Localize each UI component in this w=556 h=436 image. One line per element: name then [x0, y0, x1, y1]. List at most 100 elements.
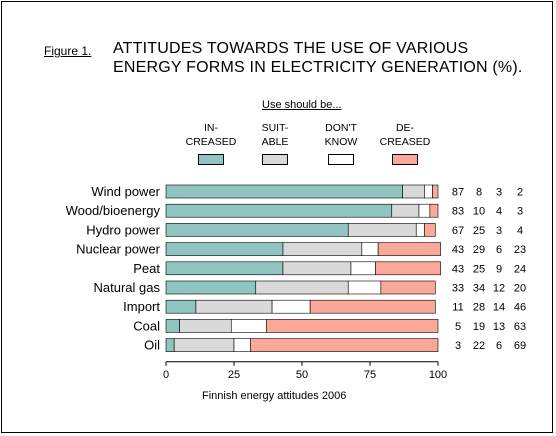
bar-natural-gas-dont-know — [347, 280, 382, 295]
value-label-oil-dont-know: 6 — [496, 340, 502, 352]
value-label-natural-gas-increased: 33 — [452, 283, 464, 295]
legend-label-decreased-line-1: DE- — [395, 122, 415, 134]
bar-peat-suitable — [282, 261, 352, 276]
legend-label-dont-know-line-2: KNOW — [324, 136, 358, 148]
value-label-hydro-power-decreased: 4 — [517, 225, 523, 237]
value-label-peat-dont-know: 9 — [496, 263, 502, 275]
bar-oil-suitable — [173, 338, 235, 352]
value-label-import-increased: 11 — [452, 302, 463, 314]
bar-natural-gas-suitable — [255, 280, 349, 295]
legend-swatch-decreased — [392, 154, 418, 165]
category-label-hydro-power: Hydro power — [86, 222, 160, 237]
bar-hydro-power-suitable — [347, 223, 417, 237]
legend-label-increased-line-2: CREASED — [185, 136, 237, 148]
value-label-wind-power-increased: 87 — [452, 187, 464, 199]
category-label-wood-bioenergy: Wood/bioenergy — [66, 203, 161, 218]
bar-oil-decreased — [250, 338, 439, 352]
bar-wood-bioenergy-suitable — [391, 203, 420, 218]
bar-nuclear-power-increased — [165, 242, 284, 256]
bar-hydro-power-dont-know — [415, 223, 425, 237]
value-label-hydro-power-increased: 67 — [452, 225, 464, 237]
legend-label-suitable-line-1: SUIT- — [261, 122, 289, 134]
value-label-oil-increased: 3 — [455, 340, 461, 352]
legend-item-dont-know: DON'T KNOW — [306, 121, 376, 165]
legend-label-increased-line-1: IN- — [204, 122, 218, 134]
value-label-peat-decreased: 24 — [514, 263, 526, 275]
value-label-natural-gas-decreased: 20 — [514, 283, 526, 295]
legend-swatch-increased — [198, 154, 224, 165]
value-label-coal-suitable: 19 — [473, 321, 485, 333]
value-label-wind-power-decreased: 2 — [517, 187, 523, 199]
category-label-coal: Coal — [133, 318, 160, 333]
bar-peat-dont-know — [350, 261, 376, 276]
value-label-natural-gas-suitable: 34 — [473, 283, 485, 295]
category-label-wind-power: Wind power — [91, 184, 160, 199]
value-label-wood-bioenergy-increased: 83 — [452, 206, 464, 218]
legend-swatch-suitable — [262, 154, 288, 165]
value-label-wind-power-dont-know: 3 — [496, 187, 502, 199]
legend-label-dont-know-line-1: DON'T — [325, 122, 357, 134]
bar-natural-gas-decreased — [380, 280, 436, 295]
chart-title-line-2: ENERGY FORMS IN ELECTRICITY GENERATION (… — [113, 59, 523, 76]
bar-natural-gas-increased — [165, 280, 257, 295]
value-label-wood-bioenergy-suitable: 10 — [473, 206, 485, 218]
bar-nuclear-power-dont-know — [361, 242, 379, 256]
figure-label: Figure 1. — [44, 44, 92, 58]
bar-hydro-power-increased — [165, 223, 349, 237]
value-label-nuclear-power-decreased: 23 — [514, 244, 526, 256]
value-label-natural-gas-dont-know: 12 — [493, 283, 505, 295]
bar-wood-bioenergy-dont-know — [418, 203, 431, 218]
value-label-coal-increased: 5 — [455, 321, 461, 333]
x-tick-label-100: 100 — [429, 369, 447, 381]
bar-peat-increased — [165, 261, 284, 276]
value-label-nuclear-power-dont-know: 6 — [496, 244, 502, 256]
bar-oil-dont-know — [233, 338, 251, 352]
bar-hydro-power-decreased — [424, 223, 436, 237]
value-label-oil-suitable: 22 — [473, 340, 485, 352]
x-tick-label-25: 25 — [228, 369, 240, 381]
category-label-import: Import — [123, 299, 160, 314]
bar-coal-decreased — [266, 319, 439, 333]
legend-item-decreased: DE- CREASED — [370, 121, 440, 165]
legend-item-suitable: SUIT- ABLE — [240, 121, 310, 165]
bar-wood-bioenergy-decreased — [429, 203, 439, 218]
bar-coal-increased — [165, 319, 180, 333]
category-label-oil: Oil — [144, 338, 160, 353]
value-label-peat-increased: 43 — [452, 263, 464, 275]
value-label-nuclear-power-increased: 43 — [452, 244, 464, 256]
legend-heading: Use should be... — [262, 99, 342, 111]
value-label-wind-power-suitable: 8 — [476, 187, 482, 199]
bar-coal-dont-know — [230, 319, 267, 333]
value-label-oil-decreased: 69 — [514, 340, 526, 352]
legend-swatch-dont-know — [328, 154, 354, 165]
bar-import-dont-know — [271, 299, 311, 314]
bar-wind-power-decreased — [432, 184, 439, 199]
value-label-nuclear-power-suitable: 29 — [473, 244, 485, 256]
bar-wind-power-increased — [165, 184, 403, 199]
value-label-coal-dont-know: 13 — [493, 321, 505, 333]
bar-wind-power-dont-know — [424, 184, 433, 199]
bar-import-decreased — [309, 299, 436, 314]
value-label-peat-suitable: 25 — [473, 263, 485, 275]
value-label-import-decreased: 46 — [514, 302, 526, 314]
category-label-nuclear-power: Nuclear power — [76, 242, 160, 257]
chart-title-line-1: ATTITUDES TOWARDS THE USE OF VARIOUS — [113, 40, 469, 57]
bar-peat-decreased — [375, 261, 442, 276]
category-label-peat: Peat — [133, 261, 160, 276]
bar-wood-bioenergy-increased — [165, 203, 393, 218]
bar-wind-power-suitable — [402, 184, 425, 199]
bar-nuclear-power-suitable — [282, 242, 363, 256]
legend-item-increased: IN- CREASED — [176, 121, 246, 165]
x-tick-label-50: 50 — [296, 369, 308, 381]
legend-label-suitable-line-2: ABLE — [261, 136, 289, 148]
value-label-hydro-power-dont-know: 3 — [496, 225, 502, 237]
bar-import-suitable — [195, 299, 273, 314]
bar-import-increased — [165, 299, 197, 314]
bar-oil-increased — [165, 338, 175, 352]
x-tick-label-0: 0 — [163, 369, 169, 381]
bar-nuclear-power-decreased — [377, 242, 442, 256]
category-label-natural-gas: Natural gas — [94, 280, 161, 295]
value-label-wood-bioenergy-dont-know: 4 — [496, 206, 502, 218]
